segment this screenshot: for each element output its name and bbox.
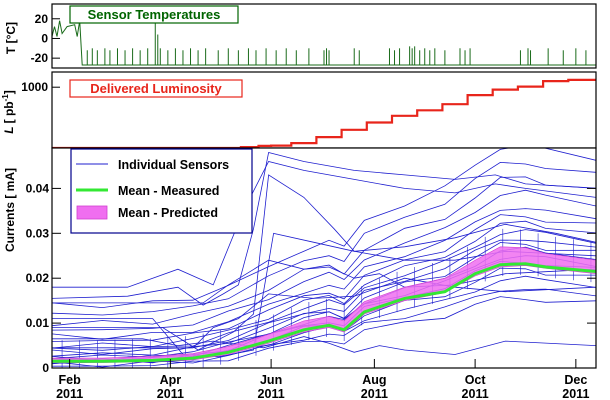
x-tick-month: Dec xyxy=(564,373,587,387)
luminosity-curve xyxy=(52,78,596,150)
temperature-frame xyxy=(51,3,597,69)
legend-predicted-label: Mean - Predicted xyxy=(118,206,218,220)
y-tick-label: 0.02 xyxy=(26,271,50,285)
sensor-line xyxy=(52,161,596,316)
luminosity-y-ticks: 1000 xyxy=(21,80,60,94)
mean-predicted-band xyxy=(52,246,596,363)
luminosity-y-label: L [ pb-1] xyxy=(1,90,16,133)
luminosity-panel: 1000 Delivered Luminosity L [ pb-1] xyxy=(1,71,597,150)
luminosity-y-label-close: ] xyxy=(2,90,16,94)
x-tick-month: Apr xyxy=(160,373,182,387)
sensor-line xyxy=(52,214,596,342)
luminosity-title-box xyxy=(69,79,243,98)
x-tick-year: 2011 xyxy=(361,387,388,400)
y-tick-label: 0 xyxy=(41,31,48,45)
measured-mean-line xyxy=(52,262,596,363)
currents-frame xyxy=(51,147,597,369)
x-tick-month: Oct xyxy=(465,373,487,387)
mean-measured-line xyxy=(52,262,596,363)
x-tick-month: Aug xyxy=(362,373,386,387)
currents-y-label: Currents [ mA] xyxy=(3,168,17,252)
y-tick-label: 0 xyxy=(42,361,49,375)
temperature-panel: 20 0 -20 Sensor Temperatures T [°C] xyxy=(4,3,597,69)
y-tick-label: -20 xyxy=(31,51,49,65)
temperature-series xyxy=(51,14,596,66)
sensor-line xyxy=(52,174,596,351)
luminosity-y-label-symbol: L xyxy=(2,126,16,133)
currents-panel: 00.010.020.030.04 Feb2011Apr2011Jun2011A… xyxy=(3,147,597,400)
sensor-line xyxy=(52,259,596,304)
luminosity-series xyxy=(52,78,596,150)
x-tick-year: 2011 xyxy=(258,387,285,400)
x-tick-month: Feb xyxy=(59,373,82,387)
sensor-line xyxy=(52,152,596,306)
sensor-line xyxy=(52,208,596,340)
temperature-title-box xyxy=(69,5,239,24)
temperature-trace xyxy=(51,20,596,66)
y-tick-label: 1000 xyxy=(21,80,48,94)
temperature-y-label: T [°C] xyxy=(4,22,18,54)
sensor-line xyxy=(52,189,596,331)
x-tick-year: 2011 xyxy=(56,387,83,400)
luminosity-y-label-unit: [ pb xyxy=(2,101,16,123)
legend-predicted-swatch xyxy=(76,205,108,220)
y-tick-label: 20 xyxy=(35,12,49,26)
temperature-y-ticks: 20 0 -20 xyxy=(31,12,60,65)
sensor-line xyxy=(52,277,596,349)
currents-x-ticks: Feb2011Apr2011Jun2011Aug2011Oct2011Dec20… xyxy=(56,359,589,400)
x-tick-year: 2011 xyxy=(157,387,184,400)
y-tick-label: 0.01 xyxy=(26,316,50,330)
y-tick-label: 0.03 xyxy=(26,226,50,240)
sensor-line xyxy=(52,161,596,288)
temperature-title: Sensor Temperatures xyxy=(88,7,221,22)
sensor-line xyxy=(52,336,596,355)
x-tick-month: Jun xyxy=(260,373,282,387)
legend-measured-label: Mean - Measured xyxy=(118,184,219,198)
luminosity-y-label-exponent: -1 xyxy=(1,94,10,102)
y-tick-label: 0.04 xyxy=(26,181,50,195)
legend-sensors-label: Individual Sensors xyxy=(118,158,229,172)
x-tick-year: 2011 xyxy=(562,387,589,400)
x-tick-year: 2011 xyxy=(462,387,489,400)
predicted-band xyxy=(52,246,596,363)
currents-legend: Individual Sensors Mean - Measured Mean … xyxy=(70,148,253,234)
luminosity-title: Delivered Luminosity xyxy=(90,81,222,96)
